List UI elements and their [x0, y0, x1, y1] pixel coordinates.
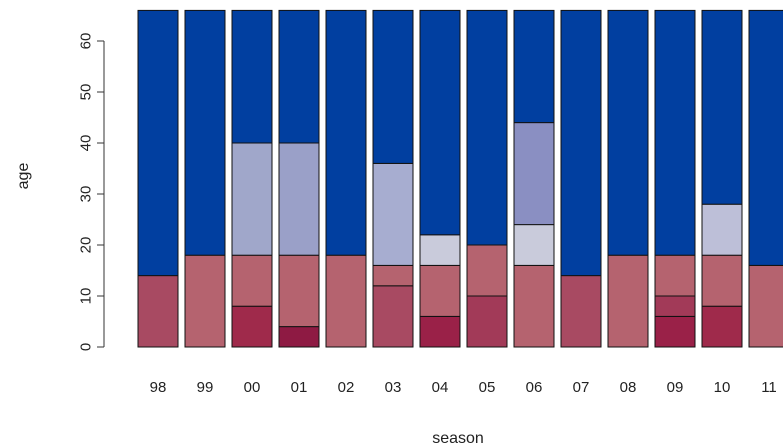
bar-segment-11-0: [748, 264, 783, 348]
bar-segment-08-1: [607, 9, 649, 256]
bar-segment-04-0: [419, 315, 461, 348]
bar-segment-06-2: [513, 122, 555, 226]
x-tick-label-06: 06: [526, 379, 543, 396]
bar-segment-06-1: [513, 224, 555, 266]
bar-segment-10-3: [701, 9, 743, 205]
x-tick-label-11: 11: [761, 379, 777, 396]
bar-segment-02-0: [325, 254, 367, 348]
x-tick-label-04: 04: [432, 379, 449, 396]
bar-segment-03-3: [372, 9, 414, 164]
bar-segment-11-1: [748, 9, 783, 266]
bar-segment-01-3: [278, 9, 320, 144]
y-tick-label-50: 50: [77, 84, 94, 101]
x-tick-label-02: 02: [338, 379, 355, 396]
bar-segment-04-2: [419, 234, 461, 266]
bar-segment-06-3: [513, 9, 555, 124]
y-tick-label-20: 20: [77, 237, 94, 254]
bar-segment-02-1: [325, 9, 367, 256]
bar-segment-04-1: [419, 264, 461, 317]
bar-segment-10-0: [701, 305, 743, 348]
bar-segment-00-3: [231, 9, 273, 144]
bar-00: [231, 9, 273, 348]
bar-segment-08-0: [607, 254, 649, 348]
y-axis: 0 10 20 30 40 50 60: [77, 33, 105, 351]
y-tick-label-30: 30: [77, 186, 94, 203]
y-tick-label-40: 40: [77, 135, 94, 152]
bars-layer: [137, 9, 783, 348]
x-tick-label-05: 05: [479, 379, 496, 396]
x-tick-label-99: 99: [197, 379, 214, 396]
bar-05: [466, 9, 508, 348]
x-tick-label-00: 00: [244, 379, 261, 396]
bar-03: [372, 9, 414, 348]
bar-07: [560, 9, 602, 348]
bar-segment-10-1: [701, 254, 743, 307]
x-tick-label-08: 08: [620, 379, 637, 396]
bar-segment-09-3: [654, 9, 696, 256]
bar-segment-07-0: [560, 275, 602, 348]
bar-segment-09-1: [654, 295, 696, 317]
bar-segment-00-1: [231, 254, 273, 307]
bar-08: [607, 9, 649, 348]
bar-segment-09-0: [654, 315, 696, 348]
bar-segment-03-1: [372, 264, 414, 287]
bar-10: [701, 9, 743, 348]
bar-09: [654, 9, 696, 348]
bar-06: [513, 9, 555, 348]
bar-segment-04-3: [419, 9, 461, 236]
bar-segment-98-0: [137, 275, 179, 348]
x-tick-label-98: 98: [150, 379, 167, 396]
bar-segment-10-2: [701, 203, 743, 256]
bar-segment-00-2: [231, 142, 273, 256]
x-axis: 98 99 00 01 02 03 04 05 06 07 08 09 10 11: [150, 379, 777, 396]
bar-segment-05-1: [466, 244, 508, 297]
x-tick-label-03: 03: [385, 379, 402, 396]
bar-04: [419, 9, 461, 348]
bar-98: [137, 9, 179, 348]
bar-segment-99-1: [184, 9, 226, 256]
bar-02: [325, 9, 367, 348]
y-axis-label: age: [15, 163, 32, 190]
y-tick-label-60: 60: [77, 33, 94, 50]
bar-segment-05-2: [466, 9, 508, 246]
bar-segment-01-1: [278, 254, 320, 328]
bar-segment-06-0: [513, 264, 555, 348]
bar-segment-03-2: [372, 162, 414, 266]
bar-01: [278, 9, 320, 348]
bar-segment-07-1: [560, 9, 602, 277]
bar-segment-05-0: [466, 295, 508, 348]
bar-segment-98-1: [137, 9, 179, 277]
x-tick-label-10: 10: [714, 379, 731, 396]
bar-segment-09-2: [654, 254, 696, 297]
bar-segment-99-0: [184, 254, 226, 348]
x-tick-label-07: 07: [573, 379, 590, 396]
y-tick-label-0: 0: [77, 343, 94, 351]
x-tick-label-01: 01: [291, 379, 308, 396]
x-tick-label-09: 09: [667, 379, 684, 396]
bar-segment-01-2: [278, 142, 320, 256]
bar-99: [184, 9, 226, 348]
bar-11: [748, 9, 783, 348]
bar-segment-03-0: [372, 285, 414, 348]
x-axis-label: season: [432, 430, 484, 447]
bar-segment-01-0: [278, 326, 320, 348]
bar-segment-00-0: [231, 305, 273, 348]
y-tick-label-10: 10: [77, 288, 94, 305]
